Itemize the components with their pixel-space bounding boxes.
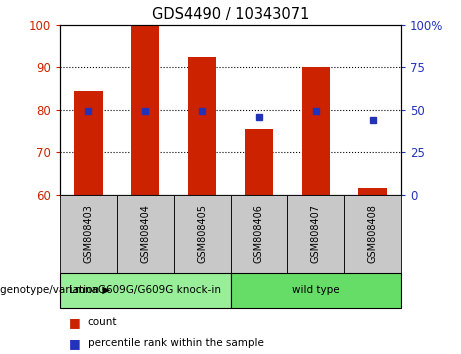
Bar: [131, 25, 160, 195]
Bar: [74, 91, 102, 195]
Title: GDS4490 / 10343071: GDS4490 / 10343071: [152, 7, 309, 22]
Bar: [301, 67, 330, 195]
Bar: [60, 273, 230, 308]
Bar: [358, 188, 387, 195]
Text: ■: ■: [69, 316, 81, 329]
Text: genotype/variation ▶: genotype/variation ▶: [0, 285, 110, 295]
Bar: [230, 195, 287, 273]
Bar: [188, 57, 216, 195]
Text: LmnaG609G/G609G knock-in: LmnaG609G/G609G knock-in: [69, 285, 221, 295]
Bar: [174, 195, 230, 273]
Bar: [230, 273, 401, 308]
Text: GSM808405: GSM808405: [197, 204, 207, 263]
Text: wild type: wild type: [292, 285, 340, 295]
Text: count: count: [88, 317, 117, 327]
Text: GSM808406: GSM808406: [254, 204, 264, 263]
Bar: [344, 195, 401, 273]
Text: GSM808404: GSM808404: [140, 204, 150, 263]
Text: percentile rank within the sample: percentile rank within the sample: [88, 338, 264, 348]
Bar: [245, 129, 273, 195]
Text: GSM808407: GSM808407: [311, 204, 321, 263]
Text: ■: ■: [69, 337, 81, 350]
Text: GSM808408: GSM808408: [367, 204, 378, 263]
Bar: [117, 195, 174, 273]
Text: GSM808403: GSM808403: [83, 204, 94, 263]
Bar: [287, 195, 344, 273]
Bar: [60, 195, 117, 273]
